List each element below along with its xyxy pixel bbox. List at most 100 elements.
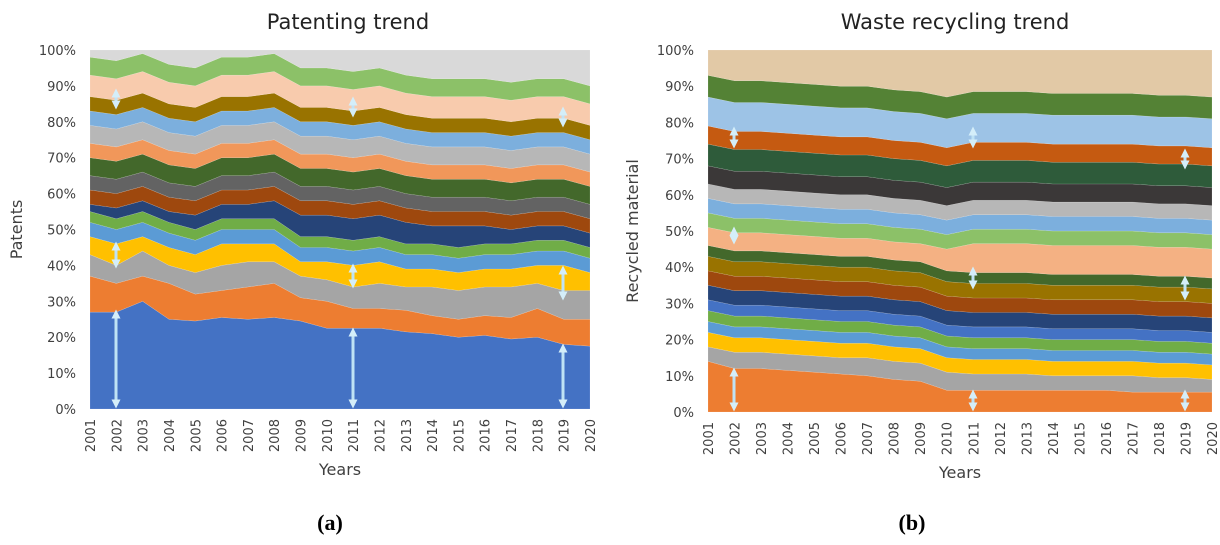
- y-axis-label: Patents: [7, 200, 26, 260]
- area-layer: [89, 275, 591, 347]
- area-layer: [707, 321, 1213, 366]
- area-layer: [89, 107, 591, 155]
- x-tick-label: 2001: [84, 419, 99, 452]
- x-tick-label: 2018: [1153, 422, 1168, 455]
- x-tick-label: 2012: [373, 419, 388, 452]
- y-tick-label: 60%: [665, 189, 694, 204]
- x-tick-label: 2001: [702, 422, 717, 455]
- x-tick-label: 2011: [967, 422, 982, 455]
- x-tick-label: 2017: [1126, 422, 1141, 455]
- x-axis-label: Years: [938, 463, 981, 482]
- y-tick-label: 0%: [55, 403, 76, 418]
- area-layer: [707, 75, 1213, 120]
- area-layer: [707, 284, 1213, 333]
- y-tick-label: 10%: [665, 370, 694, 385]
- area-layer: [707, 299, 1213, 344]
- area-layer: [707, 125, 1213, 167]
- y-tick-label: 20%: [665, 334, 694, 349]
- area-layer: [707, 212, 1213, 250]
- x-tick-label: 2004: [782, 422, 797, 455]
- x-tick-label: 2016: [479, 419, 494, 452]
- x-tick-label: 2009: [295, 419, 310, 452]
- area-layer: [89, 139, 591, 187]
- area-layer: [89, 49, 591, 87]
- x-tick-label: 2019: [558, 419, 573, 452]
- annotation-arrows: [111, 88, 1190, 412]
- y-tick-label: 90%: [47, 80, 76, 95]
- x-tick-label: 2013: [400, 419, 415, 452]
- area-layer: [89, 200, 591, 248]
- area-layer: [707, 310, 1213, 355]
- y-tick-label: 100%: [657, 44, 694, 59]
- area-layer: [89, 186, 591, 234]
- y-tick-label: 50%: [47, 224, 76, 239]
- y-tick-label: 50%: [665, 225, 694, 240]
- y-tick-label: 10%: [47, 367, 76, 382]
- area-layer: [707, 270, 1213, 319]
- y-tick-label: 70%: [47, 152, 76, 167]
- x-tick-label: 2007: [861, 422, 876, 455]
- x-tick-label: 2014: [1047, 422, 1062, 455]
- x-tick-label: 2014: [426, 419, 441, 452]
- area-layer: [707, 245, 1213, 290]
- y-tick-label: 80%: [47, 116, 76, 131]
- chart-title: Patenting trend: [267, 10, 429, 34]
- y-tick-label: 60%: [47, 188, 76, 203]
- area-layer: [89, 153, 591, 205]
- x-tick-label: 2020: [1206, 422, 1220, 455]
- area-layer: [89, 53, 591, 105]
- x-tick-label: 2015: [1073, 422, 1088, 455]
- y-tick-label: 40%: [47, 259, 76, 274]
- x-tick-label: 2019: [1179, 422, 1194, 455]
- area-layer: [707, 360, 1213, 413]
- x-tick-label: 2011: [347, 419, 362, 452]
- area-layer: [89, 301, 591, 410]
- area-layer: [89, 71, 591, 126]
- y-tick-label: 40%: [665, 261, 694, 276]
- x-tick-label: 2006: [835, 422, 850, 455]
- y-tick-label: 30%: [665, 297, 694, 312]
- area-layer: [89, 171, 591, 220]
- y-tick-label: 80%: [665, 116, 694, 131]
- area-layer: [89, 121, 591, 173]
- x-tick-label: 2003: [755, 422, 770, 455]
- y-axis-label: Recycled material: [623, 159, 642, 303]
- area-layer: [707, 165, 1213, 206]
- y-tick-label: 100%: [39, 44, 76, 59]
- area-layer: [707, 198, 1213, 235]
- x-tick-label: 2009: [914, 422, 929, 455]
- x-tick-label: 2017: [505, 419, 520, 452]
- area-layer: [707, 143, 1213, 188]
- x-tick-label: 2020: [584, 419, 599, 452]
- x-tick-label: 2005: [808, 422, 823, 455]
- x-tick-label: 2016: [1100, 422, 1115, 455]
- x-tick-label: 2015: [452, 419, 467, 452]
- area-layer: [707, 256, 1213, 304]
- area-layer: [707, 346, 1213, 393]
- area-layer: [707, 332, 1213, 380]
- y-tick-label: 0%: [673, 406, 694, 421]
- x-tick-label: 2008: [268, 419, 283, 452]
- x-tick-label: 2006: [216, 419, 231, 452]
- x-tick-label: 2003: [137, 419, 152, 452]
- area-layer: [89, 92, 591, 141]
- y-tick-label: 90%: [665, 80, 694, 95]
- plots: [89, 49, 1213, 413]
- y-tick-label: 20%: [47, 331, 76, 346]
- x-tick-label: 2004: [163, 419, 178, 452]
- area-layer: [707, 227, 1213, 279]
- x-tick-label: 2002: [729, 422, 744, 455]
- x-tick-label: 2007: [242, 419, 257, 452]
- y-tick-label: 70%: [665, 153, 694, 168]
- area-layer: [707, 49, 1213, 98]
- chart-title: Waste recycling trend: [841, 10, 1070, 34]
- x-tick-label: 2010: [941, 422, 956, 455]
- x-tick-label: 2013: [1020, 422, 1035, 455]
- x-tick-label: 2012: [994, 422, 1009, 455]
- y-tick-label: 30%: [47, 295, 76, 310]
- area-layer: [707, 96, 1213, 149]
- x-axis-label: Years: [318, 460, 361, 479]
- x-tick-label: 2005: [189, 419, 204, 452]
- area-layer: [707, 183, 1213, 221]
- caption: (b): [899, 510, 926, 535]
